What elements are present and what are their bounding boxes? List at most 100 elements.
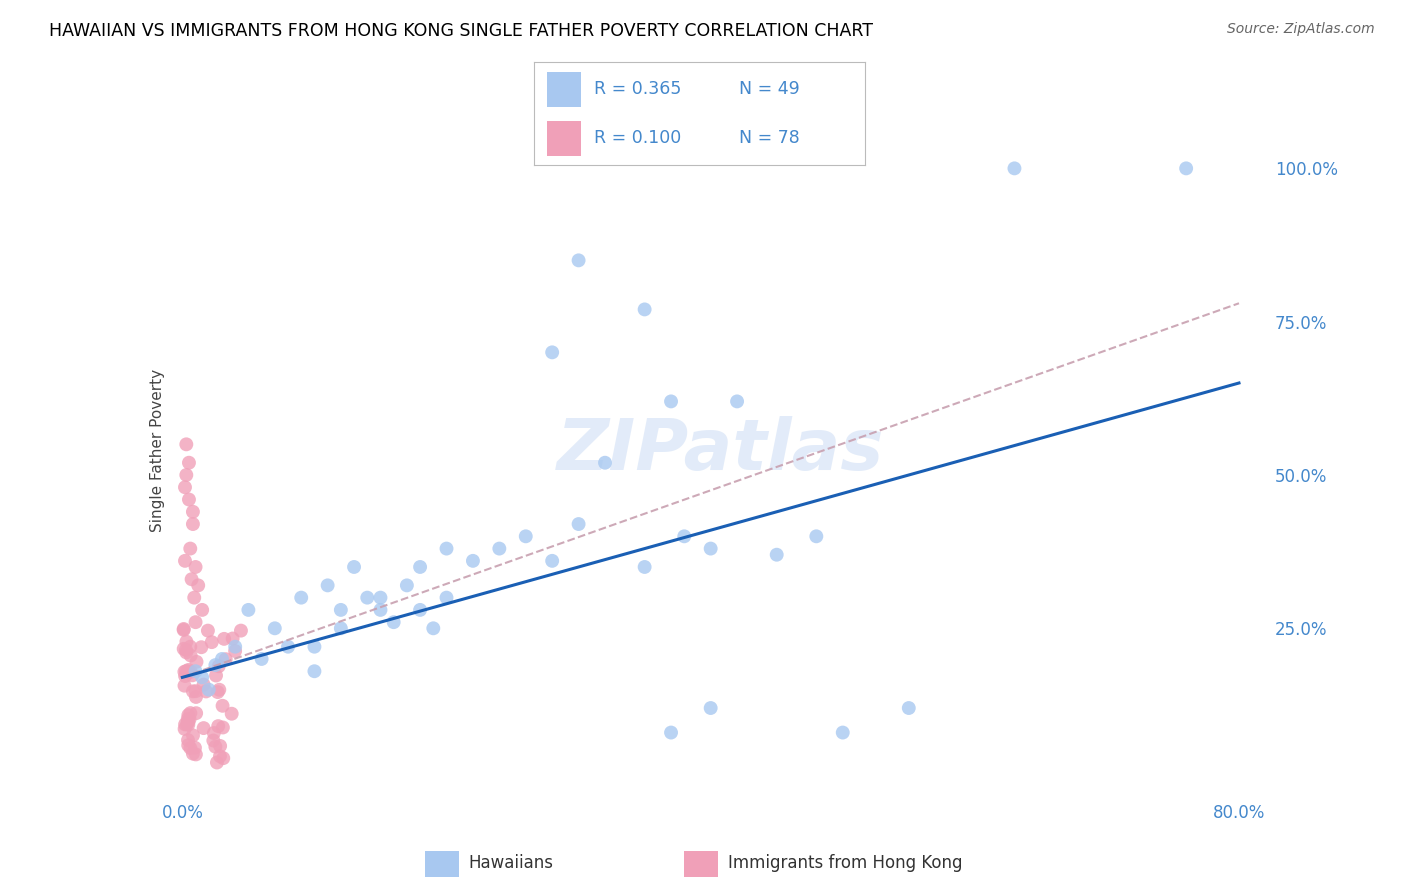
Text: HAWAIIAN VS IMMIGRANTS FROM HONG KONG SINGLE FATHER POVERTY CORRELATION CHART: HAWAIIAN VS IMMIGRANTS FROM HONG KONG SI… bbox=[49, 22, 873, 40]
Text: R = 0.365: R = 0.365 bbox=[593, 80, 681, 98]
Point bbox=[224, 644, 246, 658]
Point bbox=[176, 664, 198, 679]
Point bbox=[179, 712, 201, 726]
Point bbox=[207, 685, 229, 699]
Point bbox=[541, 554, 564, 568]
Point bbox=[409, 603, 432, 617]
Point bbox=[195, 684, 218, 698]
Point bbox=[202, 733, 225, 747]
Point bbox=[183, 591, 205, 605]
Point bbox=[207, 719, 229, 733]
Point bbox=[177, 708, 200, 723]
Text: R = 0.100: R = 0.100 bbox=[593, 129, 681, 147]
Point bbox=[221, 632, 243, 646]
Text: Immigrants from Hong Kong: Immigrants from Hong Kong bbox=[728, 854, 962, 872]
Text: Hawaiians: Hawaiians bbox=[468, 854, 553, 872]
Point bbox=[765, 548, 787, 562]
Point bbox=[179, 640, 201, 654]
Point bbox=[461, 554, 484, 568]
Point bbox=[180, 665, 202, 679]
Point bbox=[1175, 161, 1198, 176]
Point bbox=[436, 541, 458, 556]
Point bbox=[197, 624, 219, 638]
Text: ZIPatlas: ZIPatlas bbox=[557, 416, 884, 485]
Text: N = 78: N = 78 bbox=[740, 129, 800, 147]
Point bbox=[176, 634, 198, 648]
Point bbox=[673, 529, 696, 543]
Point bbox=[177, 456, 200, 470]
Point bbox=[193, 678, 215, 692]
Point bbox=[180, 648, 202, 663]
Point bbox=[174, 717, 197, 731]
Point bbox=[212, 721, 235, 735]
Point bbox=[633, 560, 655, 574]
Point bbox=[211, 652, 233, 666]
Point bbox=[238, 603, 260, 617]
FancyBboxPatch shape bbox=[547, 71, 581, 106]
Point bbox=[204, 739, 226, 754]
Point bbox=[304, 640, 326, 654]
Point bbox=[174, 554, 197, 568]
Point bbox=[221, 706, 243, 721]
Point bbox=[316, 578, 339, 592]
Point bbox=[250, 652, 273, 666]
Point bbox=[184, 747, 207, 762]
Point bbox=[488, 541, 510, 556]
Point bbox=[184, 690, 207, 704]
Point bbox=[174, 643, 197, 657]
Point bbox=[329, 621, 352, 635]
Point bbox=[186, 655, 208, 669]
Point bbox=[409, 560, 432, 574]
Point bbox=[370, 603, 392, 617]
Point bbox=[304, 664, 326, 679]
Point bbox=[176, 437, 198, 451]
Point bbox=[659, 394, 682, 409]
Point bbox=[179, 741, 201, 756]
Point bbox=[174, 665, 197, 679]
Point bbox=[181, 505, 204, 519]
Point bbox=[180, 572, 202, 586]
Point bbox=[179, 541, 201, 556]
Point bbox=[436, 591, 458, 605]
Point bbox=[215, 652, 238, 666]
Point bbox=[633, 302, 655, 317]
Point bbox=[181, 747, 204, 761]
Point bbox=[263, 621, 285, 635]
Point bbox=[212, 751, 235, 765]
Point bbox=[173, 665, 195, 679]
Point bbox=[356, 591, 378, 605]
Y-axis label: Single Father Poverty: Single Father Poverty bbox=[149, 369, 165, 532]
Point bbox=[176, 717, 198, 731]
Point bbox=[191, 603, 214, 617]
Point bbox=[184, 664, 207, 679]
Point bbox=[208, 682, 231, 697]
Point bbox=[382, 615, 405, 630]
Point bbox=[568, 517, 591, 532]
Point bbox=[181, 728, 204, 742]
Point bbox=[831, 725, 853, 739]
Point bbox=[187, 578, 209, 592]
Point bbox=[201, 635, 224, 649]
Point bbox=[191, 670, 214, 684]
Point bbox=[659, 725, 682, 739]
Point bbox=[179, 706, 201, 720]
Point bbox=[197, 682, 219, 697]
Point bbox=[515, 529, 537, 543]
Point bbox=[173, 722, 195, 736]
Point bbox=[699, 541, 721, 556]
FancyBboxPatch shape bbox=[425, 851, 458, 877]
Point bbox=[190, 640, 212, 655]
Point bbox=[177, 714, 200, 729]
Point bbox=[593, 456, 616, 470]
FancyBboxPatch shape bbox=[685, 851, 718, 877]
Point bbox=[173, 622, 195, 636]
Point bbox=[806, 529, 828, 543]
Point bbox=[184, 560, 207, 574]
Text: Source: ZipAtlas.com: Source: ZipAtlas.com bbox=[1227, 22, 1375, 37]
Point bbox=[343, 560, 366, 574]
Point bbox=[422, 621, 444, 635]
Point bbox=[177, 492, 200, 507]
Point bbox=[173, 623, 195, 637]
Point bbox=[699, 701, 721, 715]
Point bbox=[202, 726, 225, 740]
